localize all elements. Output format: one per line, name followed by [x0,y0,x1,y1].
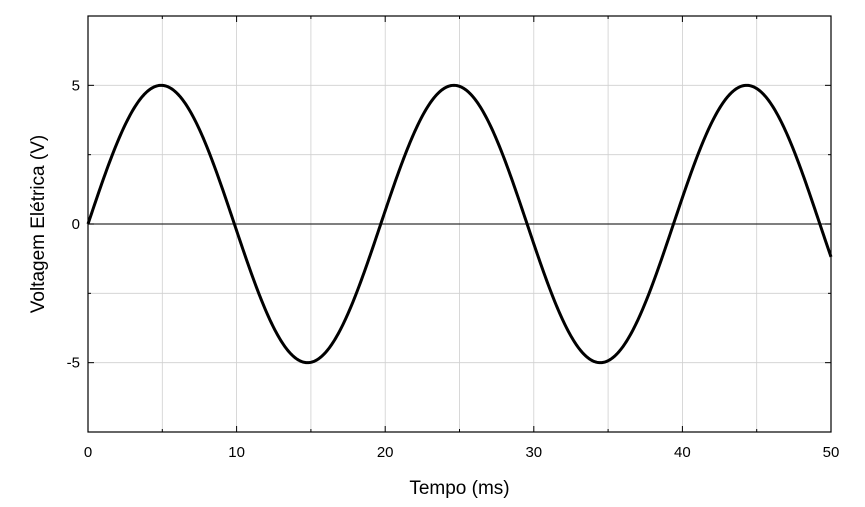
x-tick-label: 20 [377,444,394,461]
x-tick-label: 30 [525,444,542,461]
x-tick-label: 50 [823,444,840,461]
y-tick-label: 0 [72,216,80,233]
y-tick-label: -5 [67,355,80,372]
voltage-series-line [86,83,833,365]
x-axis-label: Tempo (ms) [409,478,509,499]
tick-marks [87,15,832,432]
x-tick-labels: 0 10 20 30 40 50 [84,444,840,461]
y-tick-labels: 5 0 -5 [67,77,80,371]
x-tick-label: 10 [228,444,245,461]
y-axis-label: Voltagem Elétrica (V) [28,135,49,313]
y-tick-label: 5 [72,77,80,94]
plot-series [86,83,833,365]
x-tick-label: 40 [674,444,691,461]
x-tick-label: 0 [84,444,92,461]
